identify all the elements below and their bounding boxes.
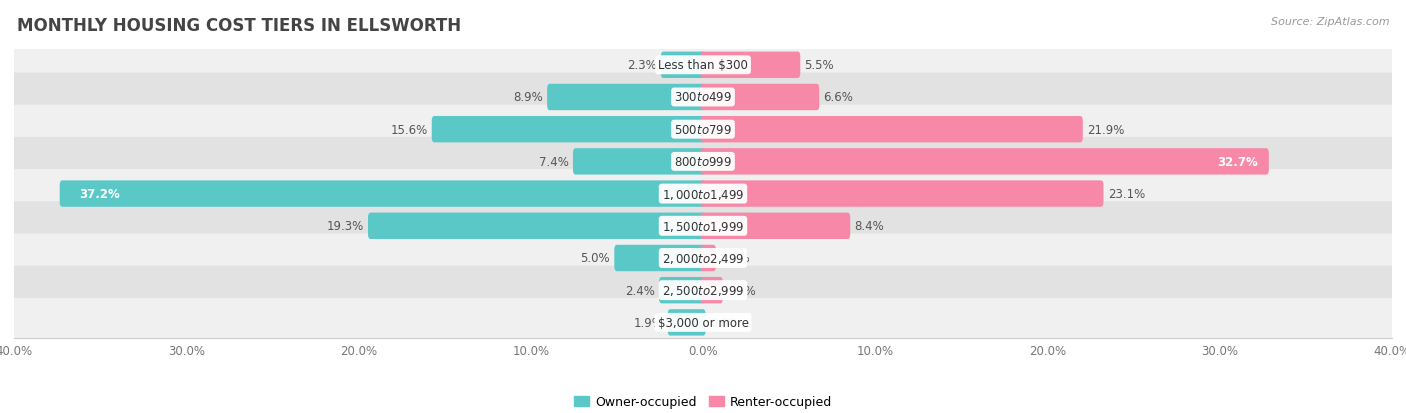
Text: 23.1%: 23.1% [1108,188,1144,201]
FancyBboxPatch shape [668,309,706,336]
FancyBboxPatch shape [8,138,1398,186]
FancyBboxPatch shape [8,298,1398,347]
Text: 32.7%: 32.7% [1216,156,1257,169]
Text: $800 to $999: $800 to $999 [673,156,733,169]
Text: $300 to $499: $300 to $499 [673,91,733,104]
Text: $500 to $799: $500 to $799 [673,123,733,136]
FancyBboxPatch shape [659,277,706,304]
Text: $1,500 to $1,999: $1,500 to $1,999 [662,219,744,233]
FancyBboxPatch shape [8,74,1398,122]
FancyBboxPatch shape [8,202,1398,251]
FancyBboxPatch shape [432,117,706,143]
Text: $2,000 to $2,499: $2,000 to $2,499 [662,252,744,265]
Text: 5.5%: 5.5% [804,59,834,72]
FancyBboxPatch shape [700,149,1268,175]
Text: 21.9%: 21.9% [1087,123,1125,136]
Text: 2.4%: 2.4% [624,284,655,297]
FancyBboxPatch shape [368,213,706,240]
Text: 6.6%: 6.6% [824,91,853,104]
Text: 0.0%: 0.0% [710,316,740,329]
Text: Source: ZipAtlas.com: Source: ZipAtlas.com [1271,17,1389,26]
Text: 2.3%: 2.3% [627,59,657,72]
Text: 8.9%: 8.9% [513,91,543,104]
FancyBboxPatch shape [8,234,1398,283]
FancyBboxPatch shape [700,277,723,304]
Text: MONTHLY HOUSING COST TIERS IN ELLSWORTH: MONTHLY HOUSING COST TIERS IN ELLSWORTH [17,17,461,34]
FancyBboxPatch shape [700,213,851,240]
Text: 5.0%: 5.0% [581,252,610,265]
Text: $1,000 to $1,499: $1,000 to $1,499 [662,187,744,201]
FancyBboxPatch shape [700,117,1083,143]
FancyBboxPatch shape [59,181,706,207]
FancyBboxPatch shape [8,170,1398,218]
FancyBboxPatch shape [8,266,1398,315]
FancyBboxPatch shape [661,52,706,79]
FancyBboxPatch shape [700,181,1104,207]
Text: 0.6%: 0.6% [720,252,749,265]
Text: Less than $300: Less than $300 [658,59,748,72]
FancyBboxPatch shape [700,52,800,79]
FancyBboxPatch shape [700,85,820,111]
Text: 7.4%: 7.4% [538,156,568,169]
Text: $2,500 to $2,999: $2,500 to $2,999 [662,283,744,297]
FancyBboxPatch shape [8,41,1398,90]
FancyBboxPatch shape [8,105,1398,154]
Text: $3,000 or more: $3,000 or more [658,316,748,329]
Legend: Owner-occupied, Renter-occupied: Owner-occupied, Renter-occupied [568,390,838,413]
FancyBboxPatch shape [574,149,706,175]
FancyBboxPatch shape [614,245,706,271]
Text: 15.6%: 15.6% [391,123,427,136]
Text: 37.2%: 37.2% [80,188,121,201]
Text: 19.3%: 19.3% [326,220,364,233]
Text: 1.0%: 1.0% [727,284,756,297]
FancyBboxPatch shape [547,85,706,111]
Text: 8.4%: 8.4% [855,220,884,233]
FancyBboxPatch shape [700,245,716,271]
Text: 1.9%: 1.9% [634,316,664,329]
